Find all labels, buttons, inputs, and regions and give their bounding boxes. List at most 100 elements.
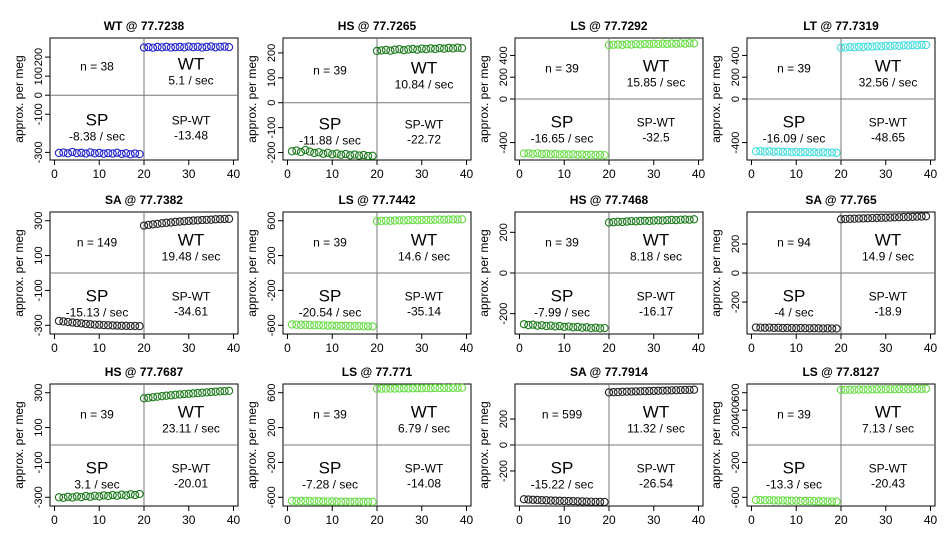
y-tick-label: 100 bbox=[33, 67, 45, 85]
chart-title: LT @ 77.7319 bbox=[803, 19, 879, 33]
y-tick-label: -100 bbox=[266, 117, 278, 139]
wt-rate: 19.48 / sec bbox=[162, 250, 221, 264]
wt-point bbox=[886, 41, 895, 51]
x-tick-label: 40 bbox=[924, 513, 938, 527]
sp-point bbox=[524, 149, 533, 158]
wt-point bbox=[444, 215, 453, 224]
x-tick-label: 10 bbox=[558, 513, 572, 527]
chart-title: HS @ 77.7687 bbox=[105, 365, 184, 379]
chart-title: HS @ 77.7468 bbox=[570, 193, 649, 207]
wt-point bbox=[395, 45, 404, 54]
wt-point bbox=[689, 39, 699, 48]
sp-point bbox=[305, 497, 315, 506]
sp-point bbox=[126, 150, 135, 159]
sp-point bbox=[345, 321, 355, 331]
wt-point bbox=[435, 215, 444, 224]
sp-point bbox=[130, 321, 140, 331]
wt-point bbox=[206, 387, 216, 397]
diff-value: -35.14 bbox=[407, 305, 441, 319]
wt-point bbox=[426, 384, 435, 393]
x-tick-label: 10 bbox=[326, 341, 340, 355]
y-tick-label: 200 bbox=[730, 68, 742, 86]
sp-point bbox=[533, 149, 542, 158]
x-tick-label: 10 bbox=[790, 167, 804, 181]
wt-point bbox=[139, 394, 149, 403]
wt-rate: 14.6 / sec bbox=[398, 250, 450, 264]
x-tick-label: 40 bbox=[460, 341, 474, 355]
sp-point bbox=[287, 147, 297, 156]
sp-point bbox=[827, 497, 837, 506]
wt-point bbox=[175, 42, 184, 52]
wt-point bbox=[404, 216, 413, 225]
x-tick-label: 30 bbox=[182, 513, 196, 527]
x-tick-label: 0 bbox=[284, 513, 291, 527]
wt-point bbox=[863, 385, 873, 394]
sp-label: SP bbox=[783, 287, 806, 306]
diff-label: SP-WT bbox=[869, 462, 908, 476]
x-tick-label: 20 bbox=[834, 513, 848, 527]
sp-point bbox=[586, 497, 596, 506]
wt-point bbox=[917, 384, 926, 394]
wt-point bbox=[618, 387, 627, 396]
sp-point bbox=[296, 147, 306, 157]
sp-point bbox=[524, 320, 533, 330]
y-tick-label: -300 bbox=[33, 141, 45, 163]
sp-point bbox=[354, 497, 364, 506]
sp-point bbox=[59, 317, 68, 326]
wt-point bbox=[845, 214, 855, 223]
sp-point bbox=[130, 490, 140, 500]
sp-label: SP bbox=[86, 111, 109, 130]
sp-point bbox=[104, 321, 113, 330]
wt-point bbox=[645, 216, 654, 226]
sp-point bbox=[818, 497, 828, 506]
sp-point bbox=[595, 150, 605, 160]
wt-point bbox=[422, 215, 431, 224]
sp-point bbox=[292, 496, 301, 506]
wt-point bbox=[881, 41, 890, 50]
sp-point bbox=[363, 497, 373, 507]
chart-title: SA @ 77.7382 bbox=[105, 193, 183, 207]
chart-panel-11: SA @ 77.7914 0 10 20 30 40 -200 0 200 approx. per… bbox=[477, 365, 706, 527]
chart-title: SA @ 77.765 bbox=[805, 193, 877, 207]
y-axis-label: approx. per meg bbox=[709, 229, 723, 316]
sp-point bbox=[86, 148, 95, 157]
wt-point bbox=[841, 214, 850, 224]
wt-point bbox=[153, 42, 162, 52]
sp-point bbox=[792, 496, 801, 505]
n-label: n = 39 bbox=[545, 236, 579, 250]
wt-point bbox=[622, 40, 632, 49]
x-tick-label: 30 bbox=[647, 513, 661, 527]
x-tick-label: 20 bbox=[834, 341, 848, 355]
sp-point bbox=[121, 491, 131, 500]
y-tick-label: 300 bbox=[33, 212, 45, 230]
sp-rate: -13.3 / sec bbox=[766, 478, 822, 492]
sp-point bbox=[345, 497, 355, 506]
n-label: n = 39 bbox=[313, 236, 347, 250]
wt-point bbox=[198, 43, 207, 52]
sp-label: SP bbox=[783, 459, 806, 478]
wt-point bbox=[890, 213, 899, 222]
sp-point bbox=[783, 147, 792, 156]
wt-point bbox=[680, 385, 690, 395]
wt-point bbox=[671, 215, 681, 225]
sp-point bbox=[577, 497, 587, 506]
wt-point bbox=[640, 39, 649, 49]
wt-point bbox=[435, 383, 444, 393]
diff-label: SP-WT bbox=[637, 290, 676, 304]
sp-point bbox=[332, 497, 341, 506]
wt-point bbox=[676, 39, 685, 48]
diff-value: -13.48 bbox=[174, 129, 208, 143]
sp-point bbox=[600, 151, 609, 160]
sp-point bbox=[542, 149, 551, 158]
wt-point bbox=[667, 39, 676, 48]
wt-label: WT bbox=[643, 403, 669, 422]
sp-point bbox=[760, 496, 770, 505]
wt-point bbox=[609, 40, 618, 49]
wt-label: WT bbox=[643, 57, 669, 76]
sp-point bbox=[81, 319, 90, 329]
y-tick-label: -100 bbox=[33, 103, 45, 125]
sp-point bbox=[337, 150, 346, 159]
sp-point bbox=[359, 497, 368, 506]
sp-point bbox=[54, 148, 64, 158]
y-axis-label: approx. per meg bbox=[477, 229, 491, 316]
